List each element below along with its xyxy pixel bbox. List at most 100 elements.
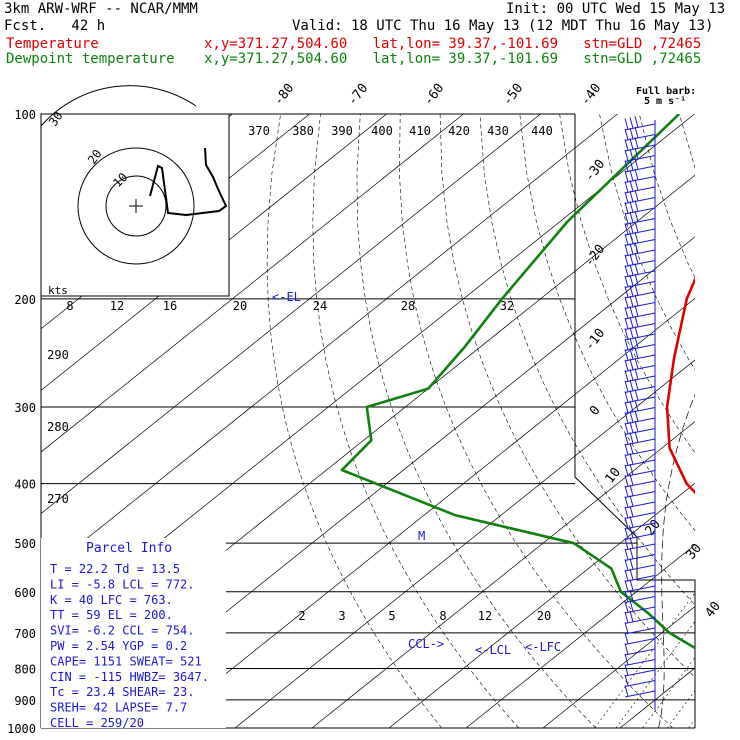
isotherm-label: -50 [500,81,526,109]
wind-barb [624,664,656,677]
ccl-marker: CCL-> [408,637,444,651]
parcel-row: SVI= -6.2 CCL = 754. [50,624,195,638]
pressure-tick-label: 200 [14,293,36,307]
dewpoint-trace [340,114,695,650]
isotherm-line [697,114,740,728]
hodograph-ring-label: 20 [85,147,105,167]
theta-label: 370 [248,124,270,138]
dewpoint-location: x,y=371.27,504.60 lat,lon= 39.37,-101.69… [204,51,702,67]
wind-barb [624,453,656,467]
parcel-row: K = 40 LFC = 763. [50,593,173,607]
wind-barb [624,622,656,635]
isotherm-line [41,114,618,576]
isotherm-label: -10 [582,326,608,354]
wind-barb [624,610,656,624]
parcel-row: CIN = -115 HWBZ= 3647. [50,670,209,684]
dry-adiabat-line [678,114,695,169]
isotherm-line [157,297,695,728]
moist-adiabat-line [736,299,740,728]
wind-barb [624,474,656,488]
isotherm-label: -30 [582,157,608,185]
isotherm-line [234,359,695,728]
pressure-tick-label: 1000 [7,722,36,736]
isotherm-label: -20 [582,242,608,270]
theta-label: 430 [487,124,509,138]
forecast-hour: Fcst. 42 h [4,18,106,34]
lcl-marker: <-LCL [475,643,511,657]
isotherm-line [542,605,695,728]
isotherm-line [465,544,695,728]
temperature-legend: Temperature [6,36,99,52]
hodograph-unit: kts [48,284,68,297]
pressure-tick-label: 700 [14,627,36,641]
dry-adiabat-line [312,114,519,728]
wind-barb [624,547,656,561]
hodograph-speed-label: 12 [110,299,124,313]
hodograph-speed-label: 20 [233,299,247,313]
ring-label: 270 [47,492,69,506]
parcel-row: PW = 2.54 YGP = 0.2 [50,639,187,653]
isotherm-label: 30 [684,541,705,563]
isotherm-label: 10 [603,465,624,487]
hodograph-ring [105,175,167,237]
parcel-row: CELL = 259/20 [50,716,144,730]
dewpoint-legend: Dewpoint temperature [6,51,175,67]
wind-barb [624,484,656,498]
hodograph-ring [77,147,195,265]
temperature-trace [665,276,695,495]
mixing-ratio-label: 2 [298,609,305,623]
dry-adiabat-line [356,114,596,728]
ring-label: 290 [47,348,69,362]
theta-label: 440 [531,124,553,138]
hodograph-ring-label: 30 [46,109,66,129]
wind-barb [624,643,656,656]
hodograph-ring [40,85,197,127]
moist-adiabat-line [658,393,695,728]
wind-barb [624,495,656,509]
mixing-ratio-label: 12 [478,609,492,623]
wind-barb [624,685,656,698]
barb-legend-unit: 5 m s⁻¹ [644,96,686,107]
dry-adiabat-line [439,114,695,678]
isotherm-line [388,482,695,728]
isotherm-label: -70 [345,81,371,109]
dry-adiabat-line [519,114,695,532]
parcel-row: TT = 59 EL = 200. [50,608,173,622]
wind-barb [624,558,656,572]
parcel-row: LI = -5.8 LCL = 772. [50,577,195,591]
dry-adiabat-line [719,114,740,728]
pressure-tick-label: 600 [14,586,36,600]
m-marker: M [418,529,425,543]
ring-label: 280 [47,420,69,434]
temperature-location: x,y=371.27,504.60 lat,lon= 39.37,-101.69… [204,36,702,52]
isotherm-line [311,421,695,728]
theta-label: 390 [331,124,353,138]
wind-barb [624,273,656,288]
mixing-ratio-line [594,592,695,728]
pressure-tick-label: 100 [14,108,36,122]
pressure-tick-label: 300 [14,401,36,415]
parcel-row: Tc = 23.4 SHEAR= 23. [50,685,195,699]
wind-barb [624,336,656,351]
dry-adiabat-line [479,114,695,606]
wind-barb [624,284,656,299]
lfc-marker: <-LFC [525,640,561,654]
dry-adiabat-line [599,114,695,371]
wind-barb [624,674,656,687]
hodograph-speed-label: 8 [66,299,73,313]
wind-barb [624,579,656,593]
isotherm-label: 40 [703,599,724,621]
barb-legend-title: Full barb: [636,86,696,97]
theta-label: 400 [371,124,393,138]
isotherm-line [41,114,387,391]
hodograph-speed-label: 32 [500,299,514,313]
wind-barb [624,632,656,645]
mixing-ratio-label: 5 [388,609,395,623]
parcel-row: SREH= 42 LAPSE= 7.7 [50,701,187,715]
parcel-title: Parcel Info [86,541,172,556]
init-time: Init: 00 UTC Wed 15 May 13 [506,1,726,17]
mixing-ratio-line [642,656,695,728]
parcel-row: T = 22.2 Td = 13.5 [50,562,180,576]
isotherm-label: 0 [587,403,604,418]
